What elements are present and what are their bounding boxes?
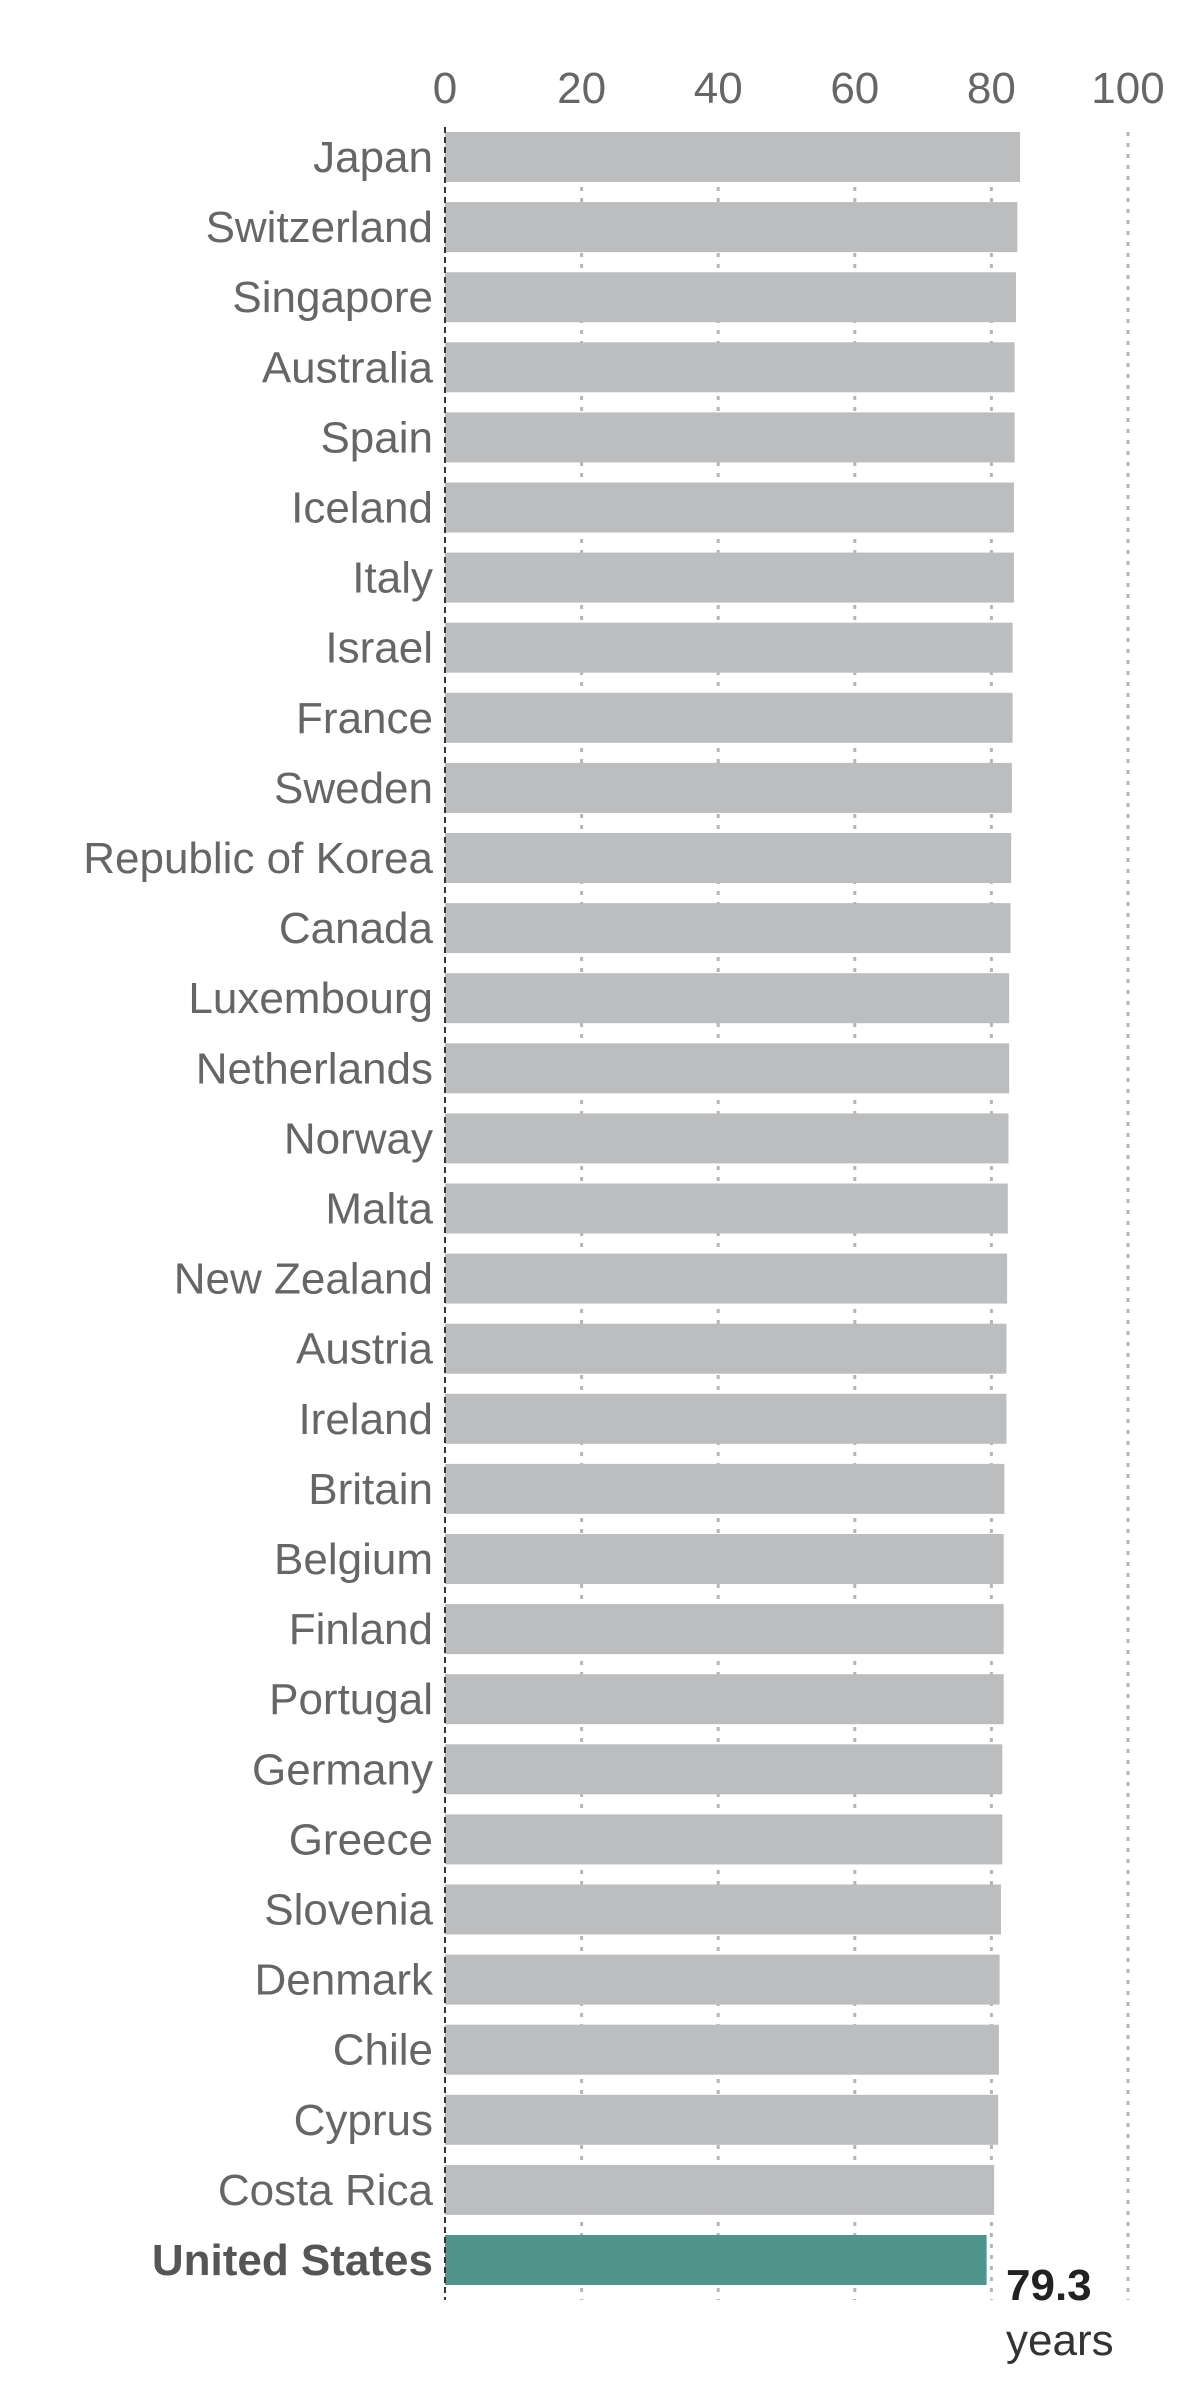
bar-chile (445, 2024, 999, 2075)
bars (445, 132, 1021, 2285)
gridlines (580, 132, 1130, 2300)
category-label-france: France (296, 694, 433, 743)
bar-new-zealand (445, 1253, 1008, 1304)
category-label-canada: Canada (279, 904, 434, 953)
bar-italy (445, 552, 1014, 603)
category-label-netherlands: Netherlands (196, 1044, 433, 1093)
bar-malta (445, 1183, 1008, 1234)
bar-australia (445, 342, 1015, 393)
bar-spain (445, 412, 1015, 463)
category-label-singapore: Singapore (232, 273, 433, 322)
category-label-slovenia: Slovenia (264, 1886, 433, 1935)
category-label-germany: Germany (252, 1745, 433, 1794)
bar-iceland (445, 482, 1014, 533)
category-label-israel: Israel (325, 624, 433, 673)
bar-switzerland (445, 202, 1018, 253)
category-label-italy: Italy (352, 554, 433, 603)
category-label-sweden: Sweden (274, 764, 433, 813)
bar-republic-of-korea (445, 833, 1012, 883)
category-label-republic-of-korea: Republic of Korea (83, 834, 433, 883)
category-label-australia: Australia (262, 343, 434, 392)
bar-austria (445, 1323, 1007, 1374)
category-label-ireland: Ireland (298, 1395, 433, 1444)
bar-canada (445, 903, 1011, 954)
bar-cyprus (445, 2094, 999, 2145)
bar-sweden (445, 762, 1012, 813)
bar-singapore (445, 272, 1016, 323)
bar-ireland (445, 1393, 1007, 1444)
category-label-norway: Norway (284, 1114, 433, 1163)
category-label-greece: Greece (289, 1815, 433, 1864)
bar-norway (445, 1113, 1009, 1164)
category-label-denmark: Denmark (255, 1956, 434, 2005)
category-label-new-zealand: New Zealand (174, 1255, 433, 1304)
category-label-japan: Japan (313, 133, 433, 182)
bar-finland (445, 1604, 1004, 1655)
highlight-unit-label: years (1006, 2316, 1114, 2365)
category-label-costa-rica: Costa Rica (218, 2166, 434, 2215)
bar-britain (445, 1463, 1005, 1514)
category-label-britain: Britain (308, 1465, 433, 1514)
bar-united-states (445, 2235, 987, 2285)
bar-france (445, 692, 1013, 743)
bar-costa-rica (445, 2164, 995, 2215)
category-label-united-states: United States (152, 2236, 433, 2285)
category-label-malta: Malta (325, 1185, 433, 1234)
bar-germany (445, 1744, 1003, 1795)
bar-luxembourg (445, 973, 1010, 1024)
category-label-chile: Chile (333, 2026, 433, 2075)
x-tick-label-40: 40 (694, 64, 743, 113)
category-label-iceland: Iceland (291, 484, 433, 533)
category-label-cyprus: Cyprus (294, 2096, 433, 2145)
bar-netherlands (445, 1043, 1010, 1094)
category-label-belgium: Belgium (274, 1535, 433, 1584)
highlight-value-label: 79.3 (1006, 2261, 1092, 2310)
x-axis-ticks: 0 20 40 60 80 100 (433, 64, 1165, 113)
category-label-finland: Finland (289, 1605, 433, 1654)
bar-japan (445, 132, 1021, 182)
category-label-portugal: Portugal (269, 1675, 433, 1724)
x-tick-label-60: 60 (830, 64, 879, 113)
category-label-luxembourg: Luxembourg (188, 974, 433, 1023)
x-tick-label-0: 0 (433, 64, 457, 113)
category-label-austria: Austria (296, 1325, 433, 1374)
bar-denmark (445, 1954, 1000, 2005)
bar-portugal (445, 1674, 1004, 1725)
category-label-switzerland: Switzerland (206, 203, 433, 252)
category-label-spain: Spain (320, 413, 433, 462)
x-tick-label-80: 80 (967, 64, 1016, 113)
bar-greece (445, 1814, 1003, 1865)
highlight-annotation: 79.3 years (1006, 2261, 1114, 2365)
x-tick-label-20: 20 (557, 64, 606, 113)
category-labels: Japan Switzerland Singapore Australia Spain I… (83, 133, 434, 2285)
bar-israel (445, 622, 1013, 673)
x-tick-label-100: 100 (1091, 64, 1164, 113)
bar-belgium (445, 1534, 1004, 1584)
bar-slovenia (445, 1884, 1001, 1935)
